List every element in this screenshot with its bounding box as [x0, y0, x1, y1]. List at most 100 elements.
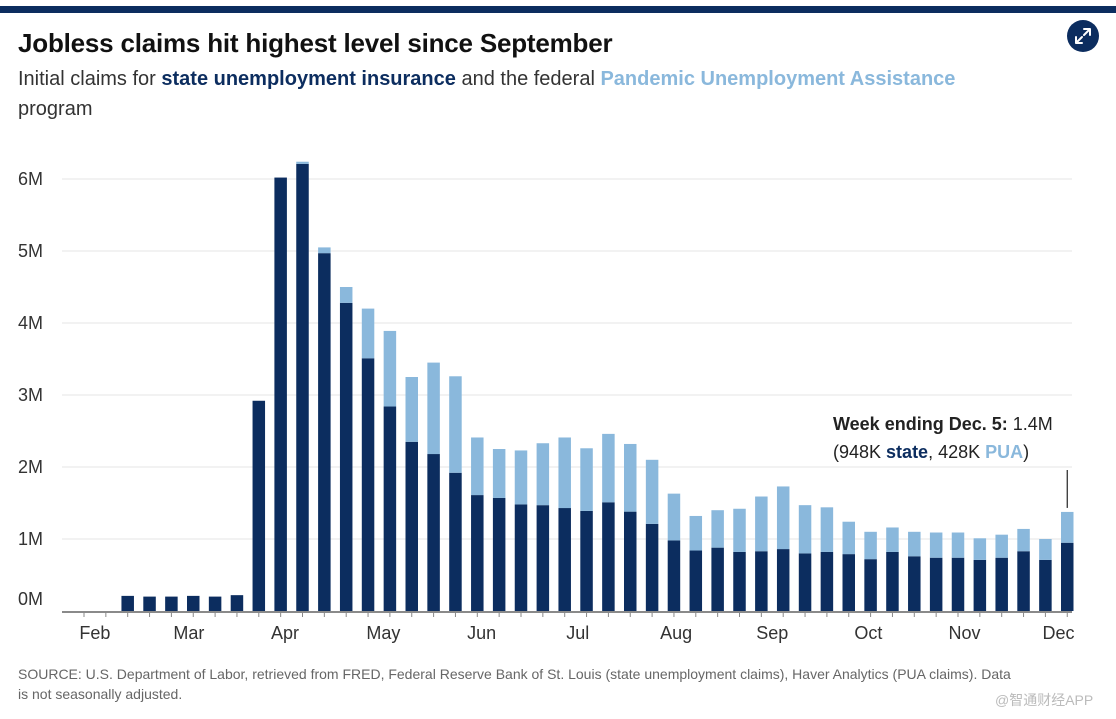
bar-state — [580, 510, 593, 611]
bar-state — [602, 502, 615, 611]
bar-state — [187, 595, 200, 611]
bar-state — [1039, 559, 1052, 611]
bar-pua — [1039, 539, 1052, 560]
bar-state — [318, 253, 331, 611]
bar-pua — [864, 531, 877, 560]
bar-pua — [427, 362, 440, 455]
bar-pua — [318, 247, 331, 254]
annotation-state: state — [886, 442, 929, 462]
chart-subtitle: Initial claims for state unemployment in… — [18, 64, 1028, 124]
bar-pua — [733, 508, 746, 552]
x-tick-label: Jul — [566, 623, 589, 643]
subtitle-text-1: Initial claims for — [18, 68, 162, 90]
x-tick-label: Dec — [1043, 623, 1075, 643]
annotation-line-2: (948K state, 428K PUA) — [833, 438, 1053, 466]
bar-pua — [449, 376, 462, 473]
bar-state — [427, 454, 440, 611]
bar-state — [733, 551, 746, 611]
bars — [121, 161, 1074, 611]
watermark: @智通财经APP — [995, 692, 1094, 708]
bar-state — [798, 553, 812, 611]
x-tick-label: Mar — [173, 623, 204, 643]
subtitle-state-label: state unemployment insurance — [161, 68, 456, 90]
bar-pua — [842, 521, 855, 555]
source-note: SOURCE: U.S. Department of Labor, retrie… — [18, 666, 1011, 702]
y-tick-label: 5M — [18, 241, 43, 261]
bar-pua — [558, 437, 571, 509]
bar-state — [973, 559, 987, 611]
chart-title: Jobless claims hit highest level since S… — [18, 28, 613, 58]
bar-state — [449, 472, 462, 611]
annotation-pua: PUA — [985, 442, 1024, 462]
bar-state — [405, 441, 418, 611]
bar-state — [886, 551, 899, 611]
top-rule — [0, 6, 1116, 13]
bar-state — [208, 596, 222, 611]
bar-state — [711, 547, 724, 611]
bar-state — [776, 549, 790, 611]
bar-pua — [820, 507, 834, 552]
y-tick-label: 3M — [18, 385, 43, 405]
y-tick-label: 2M — [18, 457, 43, 477]
y-tick-label: 1M — [18, 529, 43, 549]
bar-state — [1061, 542, 1074, 611]
expand-button[interactable] — [1067, 20, 1099, 52]
expand-icon — [1075, 28, 1091, 44]
y-tick-label: 6M — [18, 169, 43, 189]
subtitle-text-3: program — [18, 98, 93, 120]
y-tick-label: 4M — [18, 313, 43, 333]
bar-state — [624, 511, 637, 611]
bar-state — [645, 523, 659, 611]
bar-state — [230, 595, 244, 611]
x-tick-label: Jun — [467, 623, 496, 643]
bar-pua — [296, 161, 309, 164]
bar-pua — [776, 486, 790, 550]
x-axis — [62, 611, 1072, 617]
bar-state — [121, 595, 134, 611]
bar-state — [339, 302, 353, 611]
bar-pua — [886, 527, 899, 552]
bar-state — [995, 557, 1008, 611]
bar-pua — [755, 496, 768, 552]
y-axis-tick-labels: 0M 1M 2M 3M 4M 5M 6M — [18, 169, 43, 609]
annotation-detail-close: ) — [1023, 442, 1030, 462]
bar-state — [864, 559, 877, 611]
bar-state — [755, 551, 768, 611]
bar-state — [1017, 551, 1030, 611]
annotation-total: 1.4M — [1007, 414, 1053, 434]
bar-pua — [711, 510, 724, 548]
bar-pua — [1061, 511, 1074, 543]
bar-pua — [667, 493, 681, 541]
x-tick-label: Sep — [756, 623, 788, 643]
bar-state — [514, 504, 528, 611]
bar-state — [842, 554, 855, 611]
bar-state — [165, 596, 178, 611]
bar-pua — [995, 534, 1008, 558]
bar-pua — [973, 538, 987, 560]
x-tick-label: May — [366, 623, 400, 643]
annotation-line-1: Week ending Dec. 5: 1.4M — [833, 410, 1053, 438]
bar-pua — [580, 448, 593, 511]
bar-state — [536, 505, 550, 611]
grid-lines — [62, 178, 1072, 540]
bar-pua — [951, 532, 965, 558]
bar-state — [558, 508, 571, 611]
bar-pua — [798, 505, 812, 554]
bar-pua — [383, 330, 397, 407]
x-tick-label: Apr — [271, 623, 299, 643]
bar-state — [361, 358, 375, 611]
bar-state — [667, 540, 681, 611]
bar-state — [689, 550, 703, 611]
bar-pua — [1017, 528, 1030, 552]
y-tick-label: 0M — [18, 589, 43, 609]
bar-state — [471, 495, 484, 611]
bar-pua — [405, 377, 418, 442]
bar-pua — [339, 287, 353, 303]
bar-pua — [361, 308, 375, 359]
annotation: Week ending Dec. 5: 1.4M (948K state, 42… — [833, 410, 1053, 466]
x-tick-label: Aug — [660, 623, 692, 643]
bar-state — [296, 163, 309, 611]
bar-state — [820, 551, 834, 611]
bar-state — [908, 556, 921, 611]
bar-state — [252, 400, 266, 611]
